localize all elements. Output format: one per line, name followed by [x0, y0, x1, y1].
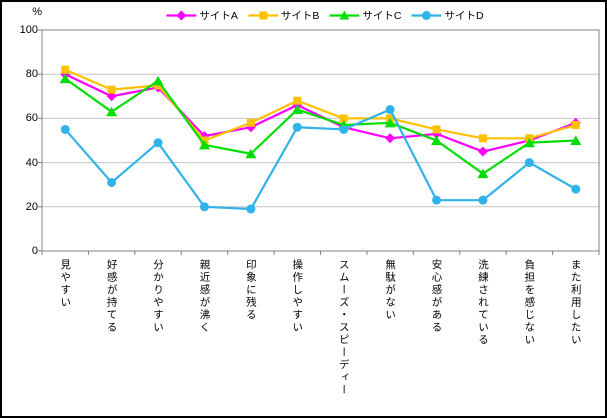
data-point-marker: [106, 106, 118, 117]
data-point-marker: [478, 195, 488, 205]
x-category-label: 無駄がない: [384, 259, 397, 322]
y-tick-label: 60: [25, 112, 38, 125]
data-point-marker: [385, 133, 396, 144]
data-point-marker: [106, 91, 117, 102]
data-point-marker: [292, 122, 302, 132]
y-tick-label: 80: [25, 68, 38, 81]
data-point-marker: [59, 73, 71, 84]
x-category-label: 印象に残る: [244, 259, 257, 322]
legend-label: サイトD: [444, 10, 484, 22]
legend: サイトA サイトB サイトC サイトD: [166, 8, 484, 23]
x-category-label: また利用したい: [569, 259, 582, 347]
data-point-marker: [477, 168, 489, 179]
data-point-marker: [246, 204, 256, 214]
y-axis-unit-label: %: [32, 6, 42, 18]
data-point-marker: [291, 104, 303, 115]
triangle-marker-icon: [329, 10, 360, 20]
legend-label: サイトC: [362, 10, 402, 22]
plot-border: [41, 29, 600, 252]
x-category-label: 分かりやすい: [152, 259, 165, 334]
x-category-label: 親近感が沸く: [198, 259, 211, 334]
y-tick-label: 100: [19, 24, 38, 36]
x-category-label: 操作しやすい: [291, 259, 304, 334]
legend-item-サイトB: サイトB: [247, 8, 320, 23]
data-point-marker: [570, 135, 582, 145]
diamond-marker-icon: [166, 10, 197, 21]
x-category-label: 負担を感じない: [523, 259, 536, 347]
series-line-サイトD: [64, 108, 577, 211]
x-category-label: 見やすい: [59, 259, 72, 309]
x-category-label: スムーズ・スピーディー: [337, 259, 350, 397]
data-point-marker: [477, 146, 488, 157]
data-point-marker: [339, 124, 349, 134]
data-point-marker: [107, 177, 117, 187]
y-tick-label: 20: [25, 200, 38, 213]
data-point-marker: [199, 202, 209, 212]
data-point-marker: [152, 75, 164, 86]
x-category-label: 好感が持てる: [105, 259, 118, 334]
data-point-marker: [61, 65, 70, 74]
data-point-marker: [432, 125, 441, 134]
legend-item-サイトA: サイトA: [166, 8, 238, 23]
data-point-marker: [60, 124, 70, 134]
circle-marker-icon: [411, 11, 442, 20]
data-point-marker: [246, 118, 255, 127]
data-point-marker: [478, 134, 487, 143]
data-point-marker: [245, 148, 257, 159]
data-point-marker: [339, 114, 348, 123]
data-point-marker: [153, 138, 163, 148]
series-line-サイトB: [64, 68, 577, 142]
data-point-marker: [293, 96, 302, 105]
legend-item-サイトD: サイトD: [411, 8, 484, 23]
legend-label: サイトA: [199, 10, 238, 22]
data-point-marker: [198, 139, 210, 150]
data-point-marker: [523, 137, 535, 148]
series-line-サイトC: [64, 77, 576, 175]
legend-label: サイトB: [280, 10, 320, 22]
data-point-marker: [431, 128, 442, 139]
x-category-label: 安心感がある: [430, 259, 443, 334]
data-point-marker: [524, 158, 534, 168]
data-point-marker: [571, 121, 580, 130]
data-point-marker: [385, 105, 395, 115]
data-point-marker: [571, 184, 581, 194]
data-point-marker: [384, 117, 396, 128]
legend-item-サイトC: サイトC: [329, 8, 402, 23]
square-marker-icon: [247, 11, 278, 20]
data-point-marker: [432, 195, 442, 205]
y-tick-label: 40: [25, 156, 38, 169]
x-category-label: 洗練されている: [476, 259, 489, 347]
y-tick-label: 0: [31, 245, 38, 257]
data-point-marker: [107, 85, 116, 94]
data-point-marker: [431, 135, 443, 145]
